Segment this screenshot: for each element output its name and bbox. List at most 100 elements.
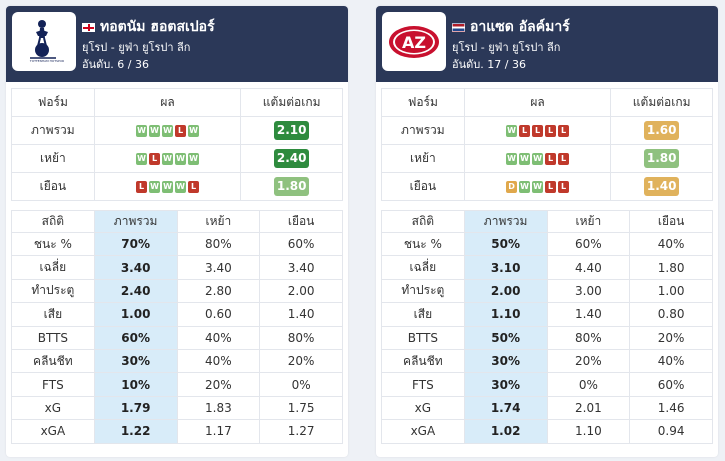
logo-text: TOTTENHAM HOTSPUR	[29, 59, 65, 63]
stat-label: เสีย	[11, 302, 95, 327]
home-col-header: เหย้า	[176, 210, 261, 233]
stats-row: คลีนชีท 30% 20% 40%	[381, 348, 713, 374]
team-card-away: AZ อาแซด อัลค์มาร์ ยุโรป - ยูฟ่า ยูโรปา …	[376, 6, 718, 457]
stats-row: เฉลี่ย 3.40 3.40 3.40	[11, 255, 343, 280]
form-result-badge[interactable]: L	[545, 181, 557, 193]
form-result-badge[interactable]: W	[532, 181, 544, 193]
form-result-badge[interactable]: L	[175, 125, 187, 137]
overall-col-header: ภาพรวม	[93, 210, 178, 233]
form-result-badge[interactable]: L	[558, 125, 570, 137]
form-result-badge[interactable]: L	[545, 125, 557, 137]
stats-row: เสีย 1.10 1.40 0.80	[381, 302, 713, 327]
stat-overall: 2.40	[93, 278, 178, 304]
form-row: ภาพรวม W W W L W 2.10	[11, 116, 343, 145]
form-result-badge[interactable]: L	[532, 125, 544, 137]
team-header: TOTTENHAM HOTSPUR ทอตนัม ฮอตสเปอร์ ยุโรป…	[6, 6, 348, 82]
form-result-badge[interactable]: W	[519, 153, 531, 165]
stat-label: BTTS	[11, 325, 95, 350]
form-result-badge[interactable]: W	[136, 125, 148, 137]
stat-overall: 3.40	[93, 255, 178, 280]
stat-home: 2.80	[176, 278, 261, 304]
form-result-badge[interactable]: W	[188, 125, 200, 137]
stat-away: 1.46	[629, 395, 713, 421]
stats-header-row: สถิติ ภาพรวม เหย้า เยือน	[11, 210, 343, 233]
form-table: ฟอร์ม ผล แต้มต่อเกม ภาพรวม W W W L W 2.10 เหย้า…	[11, 88, 343, 201]
stat-away: 20%	[259, 348, 343, 374]
form-result-badge[interactable]: W	[149, 125, 161, 137]
stat-overall: 1.10	[463, 302, 548, 327]
ppg-cell: 1.60	[610, 116, 713, 145]
stat-away: 1.40	[259, 302, 343, 327]
overall-col-header: ภาพรวม	[463, 210, 548, 233]
stat-home: 80%	[546, 325, 631, 350]
ppg-badge: 1.80	[274, 177, 310, 196]
az-alkmaar-crest-icon[interactable]: AZ	[382, 12, 446, 71]
form-result-badge[interactable]: W	[506, 125, 518, 137]
stat-home: 3.40	[176, 255, 261, 280]
form-row: เยือน L W W W L 1.80	[11, 172, 343, 201]
form-result-badge[interactable]: W	[532, 153, 544, 165]
stat-home: 1.17	[176, 419, 261, 444]
form-result-badge[interactable]: W	[162, 181, 174, 193]
form-row-label: เหย้า	[381, 144, 465, 173]
england-flag-icon	[82, 22, 95, 32]
form-result-badge[interactable]: W	[162, 153, 174, 165]
form-result-badge[interactable]: D	[506, 181, 518, 193]
form-row-label: เยือน	[381, 172, 465, 201]
form-result-badge[interactable]: L	[188, 181, 200, 193]
form-result-badge[interactable]: W	[188, 153, 200, 165]
form-result-badge[interactable]: W	[175, 153, 187, 165]
stat-home: 0.60	[176, 302, 261, 327]
stats-row: xGA 1.22 1.17 1.27	[11, 419, 343, 444]
stat-home: 2.01	[546, 395, 631, 421]
form-result-badge[interactable]: L	[136, 181, 148, 193]
form-result-badge[interactable]: W	[149, 181, 161, 193]
tottenham-crest-icon[interactable]: TOTTENHAM HOTSPUR	[12, 12, 76, 71]
ppg-cell: 1.40	[610, 172, 713, 201]
stat-away: 0.80	[629, 302, 713, 327]
form-result-badge[interactable]: L	[149, 153, 161, 165]
ppg-badge: 1.80	[644, 149, 680, 168]
stat-home: 60%	[546, 231, 631, 257]
stats-row: ชนะ % 70% 80% 60%	[11, 231, 343, 257]
form-result-badge[interactable]: W	[136, 153, 148, 165]
stat-label: ทำประตู	[381, 278, 465, 304]
form-header-row: ฟอร์ม ผล แต้มต่อเกม	[381, 88, 713, 117]
stat-home: 80%	[176, 231, 261, 257]
form-result-badge[interactable]: L	[519, 125, 531, 137]
form-result-badge[interactable]: W	[162, 125, 174, 137]
stat-overall: 70%	[93, 231, 178, 257]
stats-row: BTTS 60% 40% 80%	[11, 325, 343, 350]
form-row-label: เยือน	[11, 172, 95, 201]
rank-label: อันดับ. 17 / 36	[452, 58, 526, 71]
team-header: AZ อาแซด อัลค์มาร์ ยุโรป - ยูฟ่า ยูโรปา …	[376, 6, 718, 82]
form-result-badge[interactable]: L	[558, 181, 570, 193]
stats-row: xG 1.79 1.83 1.75	[11, 395, 343, 421]
form-row-label: ภาพรวม	[11, 116, 95, 145]
netherlands-flag-icon	[452, 22, 465, 32]
ppg-col-header: แต้มต่อเกม	[240, 88, 343, 117]
stat-overall: 1.02	[463, 419, 548, 444]
away-col-header: เยือน	[259, 210, 343, 233]
form-row: เยือน D W W L L 1.40	[381, 172, 713, 201]
form-result-badge[interactable]: L	[545, 153, 557, 165]
form-result-badge[interactable]: W	[519, 181, 531, 193]
ppg-badge: 1.60	[644, 121, 680, 140]
stat-away: 0%	[259, 372, 343, 397]
team-name[interactable]: อาแซด อัลค์มาร์	[470, 19, 570, 35]
stat-overall: 60%	[93, 325, 178, 350]
stat-label: xGA	[11, 419, 95, 444]
ppg-cell: 2.40	[240, 144, 343, 173]
stat-overall: 1.00	[93, 302, 178, 327]
form-result-badge[interactable]: W	[175, 181, 187, 193]
rank-label: อันดับ. 6 / 36	[82, 58, 149, 71]
stat-overall: 30%	[463, 372, 548, 397]
ppg-cell: 2.10	[240, 116, 343, 145]
form-result-badge[interactable]: L	[558, 153, 570, 165]
form-header-row: ฟอร์ม ผล แต้มต่อเกม	[11, 88, 343, 117]
stats-row: FTS 10% 20% 0%	[11, 372, 343, 397]
result-col-header: ผล	[93, 88, 242, 117]
team-name[interactable]: ทอตนัม ฮอตสเปอร์	[100, 19, 215, 35]
form-result-badge[interactable]: W	[506, 153, 518, 165]
